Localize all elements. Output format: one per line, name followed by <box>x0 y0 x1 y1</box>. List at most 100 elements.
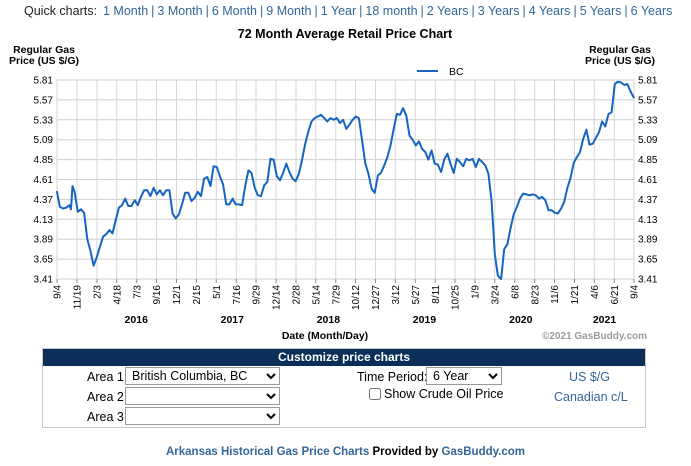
area2-label: Area 2: <box>87 390 128 404</box>
x-tick-label: 4/18 <box>112 285 123 305</box>
x-tick-label: 3/12 <box>391 285 402 305</box>
quick-charts-label: Quick charts: <box>24 4 97 18</box>
series-line-bc <box>56 80 635 280</box>
footer-gasbuddy-link[interactable]: GasBuddy.com <box>441 446 526 458</box>
time-period-select[interactable]: 6 Year <box>426 367 502 385</box>
x-tick-label: 1/9 <box>471 285 482 299</box>
quick-charts-links: 1 Month | 3 Month | 6 Month | 9 Month | 1 Year | 1… <box>103 4 672 18</box>
quick-link-separator: | <box>522 4 526 18</box>
y-tick-label-right: 5.33 <box>638 115 658 126</box>
quick-link-separator: | <box>205 4 209 18</box>
legend-label: BC <box>449 66 464 78</box>
x-tick-label: 3/24 <box>490 285 501 305</box>
footer: Arkansas Historical Gas Price Charts Pro… <box>0 446 691 458</box>
x-tick-label: 12/27 <box>371 285 382 310</box>
quick-link[interactable]: 18 month <box>365 4 418 18</box>
quick-link-separator: | <box>624 4 628 18</box>
x-tick-label: 5/1 <box>212 285 223 299</box>
x-axis-label: Date (Month/Day) <box>282 330 368 342</box>
quick-link[interactable]: 6 Years <box>630 4 673 18</box>
year-label: 2019 <box>413 314 437 326</box>
quick-link-separator: | <box>573 4 577 18</box>
y-tick-label-left: 5.09 <box>34 135 54 146</box>
footer-provided-by: Provided by <box>372 446 439 458</box>
x-tick-label: 7/3 <box>132 285 143 299</box>
y-tick-label-right: 4.13 <box>638 215 658 226</box>
y-tick-label-right: 5.09 <box>638 135 658 146</box>
quick-link[interactable]: 3 Years <box>477 4 520 18</box>
unit-us-link[interactable]: US $/G <box>569 370 610 384</box>
x-tick-label: 12/1 <box>172 285 183 305</box>
y-tick-label-right: 3.89 <box>638 235 658 246</box>
y-tick-label-right: 3.41 <box>638 275 658 286</box>
crude-oil-label: Show Crude Oil Price <box>384 387 504 401</box>
quick-link[interactable]: 4 Years <box>528 4 571 18</box>
quick-link[interactable]: 1 Year <box>320 4 357 18</box>
y-tick-label-left: 4.61 <box>34 175 54 186</box>
y-tick-label-left: 3.65 <box>34 255 54 266</box>
quick-link[interactable]: 6 Month <box>211 4 258 18</box>
quick-link-separator: | <box>314 4 318 18</box>
area3-select[interactable] <box>125 407 280 425</box>
copyright-label: ©2021 GasBuddy.com <box>542 331 647 342</box>
y-tick-label-left: 4.13 <box>34 215 54 226</box>
area1-select[interactable]: British Columbia, BC <box>125 367 280 385</box>
x-tick-label: 2/15 <box>192 285 203 305</box>
quick-link-separator: | <box>260 4 264 18</box>
x-tick-label: 9/29 <box>252 285 263 305</box>
y-axis-label-left: Regular Gas Price (US $/G) <box>9 44 79 67</box>
x-tick-label: 11/6 <box>550 285 561 304</box>
price-chart: 72 Month Average Retail Price Chart Regul… <box>9 27 658 342</box>
x-tick-label: 5/27 <box>411 285 422 305</box>
quick-link[interactable]: 9 Month <box>266 4 312 18</box>
x-tick-label: 8/23 <box>530 285 541 305</box>
quick-charts-bar: Quick charts: 1 Month | 3 Month | 6 Month | 9 … <box>0 2 691 20</box>
quick-link[interactable]: 5 Years <box>579 4 622 18</box>
x-tick-label: 12/14 <box>272 285 283 310</box>
area1-label: Area 1: <box>87 370 128 384</box>
quick-link-separator: | <box>359 4 363 18</box>
y-tick-label-left: 4.37 <box>34 195 54 206</box>
y-tick-label-left: 5.57 <box>34 95 54 106</box>
time-period-label: Time Period: <box>357 370 428 384</box>
x-tick-label: 9/16 <box>152 285 163 305</box>
crude-oil-checkbox[interactable] <box>369 388 381 400</box>
x-tick-label: 9/4 <box>630 285 641 299</box>
quick-link-separator: | <box>471 4 475 18</box>
x-tick-label: 9/4 <box>53 285 64 299</box>
customize-header: Customize price charts <box>43 349 645 366</box>
area2-select[interactable] <box>125 387 280 405</box>
year-label: 2017 <box>221 314 245 326</box>
y-tick-label-right: 4.85 <box>638 155 658 166</box>
y-tick-label-right: 4.61 <box>638 175 658 186</box>
quick-link[interactable]: 3 Month <box>157 4 203 18</box>
x-tick-label: 4/6 <box>590 285 601 299</box>
crude-oil-toggle[interactable]: Show Crude Oil Price <box>369 387 504 401</box>
x-tick-label: 5/14 <box>311 285 322 305</box>
y-tick-label-right: 5.81 <box>638 76 658 87</box>
quick-link[interactable]: 1 Month <box>103 4 149 18</box>
unit-canadian-link[interactable]: Canadian c/L <box>554 390 628 404</box>
x-tick-label: 6/8 <box>510 285 521 299</box>
y-tick-label-left: 3.89 <box>34 235 54 246</box>
year-label: 2018 <box>317 314 341 326</box>
footer-title-link[interactable]: Arkansas Historical Gas Price Charts <box>165 446 370 458</box>
year-label: 2020 <box>509 314 533 326</box>
x-tick-label: 2/3 <box>93 285 104 299</box>
quick-link[interactable]: 2 Years <box>426 4 469 18</box>
x-tick-label: 10/12 <box>351 285 362 310</box>
y-axis-label-right: Regular Gas Price (US $/G) <box>585 44 655 67</box>
quick-link-separator: | <box>151 4 155 18</box>
y-tick-label-right: 3.65 <box>638 255 658 266</box>
x-tick-label: 6/21 <box>610 285 621 305</box>
y-tick-label-left: 3.41 <box>34 275 54 286</box>
x-tick-label: 7/29 <box>331 285 342 305</box>
x-tick-label: 1/21 <box>570 285 581 305</box>
customize-panel: Customize price charts Area 1: British C… <box>42 348 646 428</box>
chart-title: 72 Month Average Retail Price Chart <box>238 27 453 41</box>
x-tick-label: 8/11 <box>431 285 442 304</box>
x-tick-label: 10/25 <box>451 285 462 310</box>
y-tick-label-left: 5.33 <box>34 115 54 126</box>
year-label: 2021 <box>593 314 617 326</box>
y-tick-label-right: 5.57 <box>638 95 658 106</box>
